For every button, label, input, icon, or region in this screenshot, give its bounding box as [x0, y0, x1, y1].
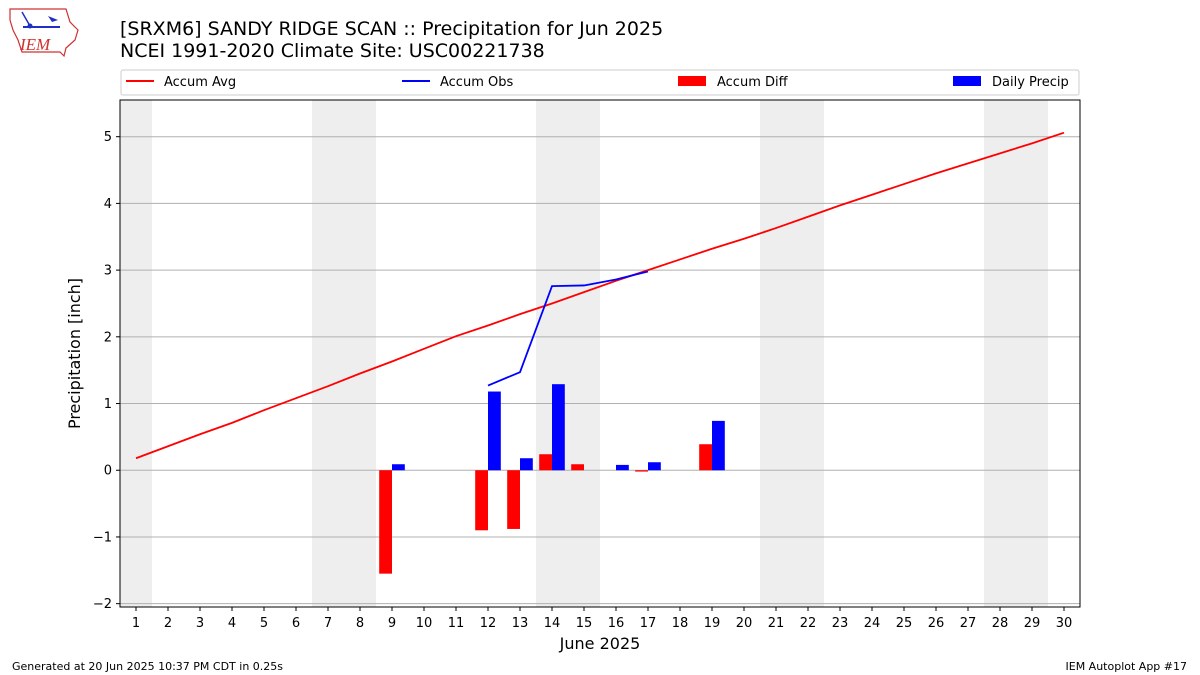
x-tick-label: 30: [1056, 616, 1073, 631]
x-tick-label: 3: [196, 616, 204, 631]
legend: Accum Avg Accum Obs Accum Diff Daily Pre…: [120, 69, 1080, 96]
footer-generated: Generated at 20 Jun 2025 10:37 PM CDT in…: [12, 660, 283, 673]
x-tick-label: 11: [448, 616, 465, 631]
legend-label-accum-avg: Accum Avg: [164, 75, 236, 90]
y-tick-label: −1: [93, 530, 112, 545]
weekend-band: [536, 100, 568, 607]
x-axis-ticks: 1 2 3 4 5 6 7 8 9 10 11 12 13 14 15 16 17 18 19 20 21 22 23 24 2…: [132, 607, 1072, 631]
footer-app: IEM Autoplot App #17: [1066, 660, 1188, 673]
weekend-band: [792, 100, 824, 607]
y-tick-label: 4: [104, 197, 112, 212]
x-tick-label: 15: [576, 616, 593, 631]
x-tick-label: 7: [324, 616, 332, 631]
accum-diff-bar: [539, 454, 552, 471]
x-tick-label: 20: [736, 616, 753, 631]
y-tick-label: −2: [93, 597, 112, 612]
x-tick-label: 19: [704, 616, 721, 631]
x-tick-label: 1: [132, 616, 140, 631]
accum-diff-bar: [475, 470, 488, 531]
daily-precip-bar: [552, 384, 565, 471]
daily-precip-bar: [520, 458, 533, 471]
x-tick-label: 23: [832, 616, 849, 631]
x-tick-label: 28: [992, 616, 1009, 631]
daily-precip-bar: [392, 464, 405, 471]
x-tick-label: 26: [928, 616, 945, 631]
x-tick-label: 2: [164, 616, 172, 631]
weekend-band: [760, 100, 792, 607]
x-tick-label: 10: [416, 616, 433, 631]
chart-title-line2: NCEI 1991-2020 Climate Site: USC00221738: [120, 40, 545, 62]
x-tick-label: 25: [896, 616, 913, 631]
chart-title-line1: [SRXM6] SANDY RIDGE SCAN :: Precipitatio…: [120, 18, 663, 40]
x-tick-label: 17: [640, 616, 657, 631]
weekend-shading: [120, 100, 1048, 607]
x-tick-label: 12: [480, 616, 497, 631]
bars: [379, 384, 725, 574]
logo-text: IEM: [19, 35, 51, 54]
weekend-band: [312, 100, 344, 607]
accum-diff-bar: [507, 470, 520, 529]
daily-precip-bar: [712, 420, 725, 471]
x-tick-label: 29: [1024, 616, 1041, 631]
x-tick-label: 24: [864, 616, 881, 631]
accum-avg-line: [135, 131, 1065, 460]
daily-precip-bar: [616, 464, 629, 471]
lines: [135, 131, 1065, 460]
x-tick-label: 4: [228, 616, 236, 631]
daily-precip-bar: [488, 391, 501, 471]
x-axis-label: June 2025: [559, 634, 641, 653]
y-tick-label: 3: [104, 264, 112, 279]
legend-swatch-daily-precip: [953, 76, 981, 86]
x-tick-label: 9: [388, 616, 396, 631]
daily-precip-bar: [648, 462, 661, 471]
x-tick-label: 5: [260, 616, 268, 631]
y-tick-label: 2: [104, 330, 112, 345]
x-tick-label: 18: [672, 616, 689, 631]
plot-frame: [119, 99, 1081, 608]
x-tick-label: 6: [292, 616, 300, 631]
iem-logo: IEM: [9, 8, 79, 58]
y-tick-label: 5: [104, 130, 112, 145]
x-tick-label: 27: [960, 616, 977, 631]
weekend-band: [120, 100, 152, 607]
accum-diff-bar: [571, 464, 584, 471]
y-tick-label: 1: [104, 397, 112, 412]
x-tick-label: 16: [608, 616, 625, 631]
y-axis-label: Precipitation [inch]: [65, 278, 84, 429]
gridlines: [120, 136, 1080, 605]
x-tick-label: 21: [768, 616, 785, 631]
legend-label-accum-diff: Accum Diff: [717, 75, 789, 90]
accum-obs-line: [487, 270, 649, 387]
legend-swatch-accum-diff: [678, 76, 706, 86]
x-tick-label: 13: [512, 616, 529, 631]
x-tick-label: 8: [356, 616, 364, 631]
legend-label-accum-obs: Accum Obs: [440, 75, 513, 90]
weekend-band: [568, 100, 600, 607]
weekend-band: [1016, 100, 1048, 607]
accum-diff-bar: [379, 470, 392, 574]
x-tick-label: 22: [800, 616, 817, 631]
y-axis-ticks: −2 −1 0 1 2 3 4 5: [93, 130, 120, 612]
legend-box: [120, 69, 1080, 96]
x-tick-label: 14: [544, 616, 561, 631]
weekend-band: [984, 100, 1016, 607]
accum-diff-bar: [699, 444, 712, 471]
y-tick-label: 0: [104, 464, 112, 479]
legend-label-daily-precip: Daily Precip: [992, 75, 1069, 90]
accum-diff-bar: [635, 470, 648, 472]
weekend-band: [344, 100, 376, 607]
